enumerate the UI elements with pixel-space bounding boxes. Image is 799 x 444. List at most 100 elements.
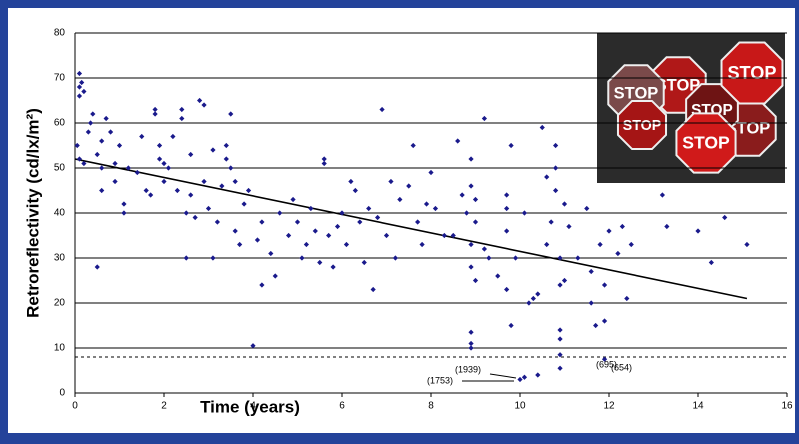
data-point (317, 259, 323, 266)
data-point (241, 201, 247, 207)
data-point (504, 192, 510, 198)
data-point (161, 178, 167, 185)
data-point (116, 142, 123, 149)
data-point (392, 255, 398, 261)
data-point (94, 151, 100, 158)
data-point (139, 133, 145, 140)
data-point (722, 214, 728, 221)
data-point (174, 187, 180, 194)
data-point (87, 120, 94, 126)
data-point (504, 286, 510, 293)
data-point (90, 111, 96, 117)
data-point (121, 201, 127, 207)
data-point (508, 322, 514, 329)
data-point (588, 300, 594, 306)
data-point (94, 264, 100, 270)
stop-sign (675, 112, 737, 174)
data-point (530, 295, 536, 302)
data-point (121, 210, 127, 216)
data-point (526, 300, 532, 306)
data-point (708, 259, 714, 266)
data-point (557, 255, 563, 261)
data-point (81, 160, 87, 167)
data-point (584, 205, 590, 212)
data-point (259, 282, 265, 288)
data-point (321, 160, 327, 167)
data-point (535, 372, 541, 378)
y-tick-label: 40 (54, 208, 66, 219)
data-point (504, 205, 510, 212)
data-point (468, 183, 474, 189)
x-tick-label: 6 (339, 401, 345, 412)
data-point (432, 205, 439, 212)
data-point (624, 295, 630, 302)
inset-text: STOP (623, 118, 662, 134)
data-point (468, 329, 474, 335)
data-point (557, 352, 563, 358)
data-point (112, 160, 118, 167)
data-point (588, 268, 594, 275)
data-point (472, 277, 479, 284)
data-point (254, 237, 261, 243)
data-point (468, 345, 474, 351)
data-point (76, 84, 83, 90)
inset-text: STOP (614, 84, 659, 102)
data-point (232, 178, 238, 185)
data-point (472, 196, 479, 203)
data-point (379, 106, 385, 113)
data-point (188, 151, 194, 158)
data-point (455, 138, 461, 144)
y-axis-title: Retroreflectivity (cd/lx/m²) (23, 108, 42, 318)
data-point (321, 156, 327, 162)
x-tick-label: 2 (161, 401, 167, 412)
x-tick-label: 4 (250, 401, 256, 412)
data-point (74, 142, 80, 149)
x-tick-label: 14 (692, 401, 704, 412)
data-point (361, 259, 367, 266)
annotation: (695) (596, 359, 617, 369)
data-point (188, 192, 194, 198)
data-point (250, 343, 256, 349)
annotation: (654) (611, 362, 632, 372)
data-point (557, 327, 563, 333)
data-point (423, 201, 430, 207)
data-point (415, 219, 421, 225)
data-point (156, 156, 163, 162)
data-point (615, 250, 621, 257)
data-point (312, 228, 318, 234)
data-point (201, 178, 207, 185)
data-point (308, 205, 314, 212)
data-point (535, 291, 541, 297)
data-point (134, 169, 140, 176)
data-point (553, 142, 559, 149)
data-point (125, 165, 131, 171)
data-point (388, 178, 394, 185)
data-point (664, 223, 670, 230)
x-tick-label: 8 (428, 401, 434, 412)
data-point (156, 142, 163, 149)
data-point (428, 169, 434, 176)
data-point (557, 336, 563, 342)
data-point (272, 273, 278, 279)
data-point (81, 88, 87, 95)
data-point (152, 106, 158, 113)
data-point (468, 264, 474, 270)
data-point (481, 246, 487, 252)
annotation-arrow (489, 373, 517, 379)
data-point (99, 165, 105, 171)
data-point (539, 124, 545, 131)
data-point (294, 219, 301, 225)
data-point (326, 232, 332, 239)
data-point (170, 133, 176, 140)
data-point (566, 223, 572, 230)
data-point (606, 228, 612, 234)
data-point (553, 165, 559, 171)
data-point (179, 115, 185, 122)
data-point (419, 241, 425, 248)
data-point (259, 219, 265, 225)
y-tick-label: 80 (54, 28, 66, 39)
data-point (290, 196, 296, 203)
data-point (143, 187, 149, 194)
data-point (205, 205, 212, 212)
data-point (76, 156, 83, 162)
